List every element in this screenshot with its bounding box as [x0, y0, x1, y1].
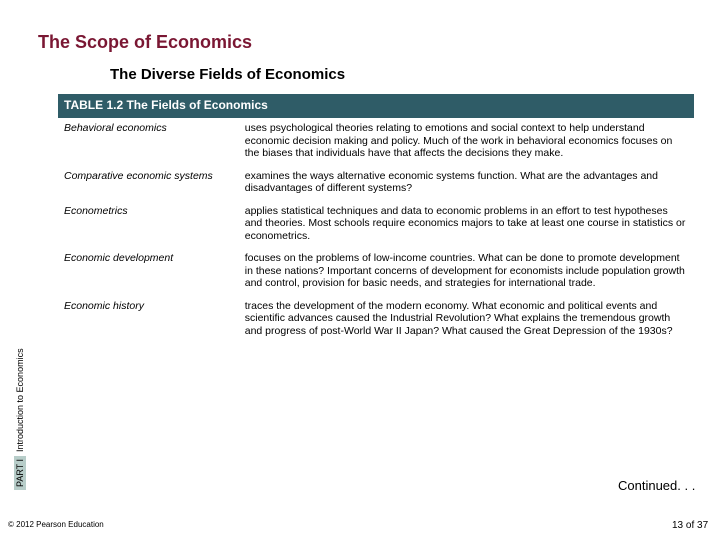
- field-desc: focuses on the problems of low-income co…: [239, 248, 694, 296]
- field-name: Behavioral economics: [58, 118, 239, 166]
- table-header: TABLE 1.2 The Fields of Economics: [58, 94, 694, 118]
- pager-current: 13: [672, 520, 683, 531]
- slide-title: The Scope of Economics: [38, 32, 252, 53]
- pager: 13 of 37: [672, 520, 708, 531]
- field-desc: examines the ways alternative economic s…: [239, 166, 694, 201]
- field-name: Economic history: [58, 296, 239, 344]
- fields-table-wrap: TABLE 1.2 The Fields of Economics Behavi…: [58, 94, 694, 343]
- table-row: Comparative economic systemsexamines the…: [58, 166, 694, 201]
- part-rest: Introduction to Economics: [15, 348, 25, 452]
- pager-total: 37: [697, 520, 708, 531]
- copyright: © 2012 Pearson Education: [8, 520, 104, 529]
- pager-sep: of: [683, 520, 697, 531]
- continued-label: Continued. . .: [618, 478, 695, 493]
- fields-table: TABLE 1.2 The Fields of Economics Behavi…: [58, 94, 694, 343]
- table-header-row: TABLE 1.2 The Fields of Economics: [58, 94, 694, 118]
- part-chip: PART I: [14, 456, 26, 490]
- side-label: PART I Introduction to Economics: [14, 348, 26, 490]
- field-desc: traces the development of the modern eco…: [239, 296, 694, 344]
- table-row: Economic developmentfocuses on the probl…: [58, 248, 694, 296]
- field-name: Comparative economic systems: [58, 166, 239, 201]
- table-row: Econometricsapplies statistical techniqu…: [58, 201, 694, 249]
- field-desc: uses psychological theories relating to …: [239, 118, 694, 166]
- field-desc: applies statistical techniques and data …: [239, 201, 694, 249]
- table-row: Behavioral economicsuses psychological t…: [58, 118, 694, 166]
- field-name: Economic development: [58, 248, 239, 296]
- table-row: Economic historytraces the development o…: [58, 296, 694, 344]
- field-name: Econometrics: [58, 201, 239, 249]
- slide-subtitle: The Diverse Fields of Economics: [110, 66, 345, 83]
